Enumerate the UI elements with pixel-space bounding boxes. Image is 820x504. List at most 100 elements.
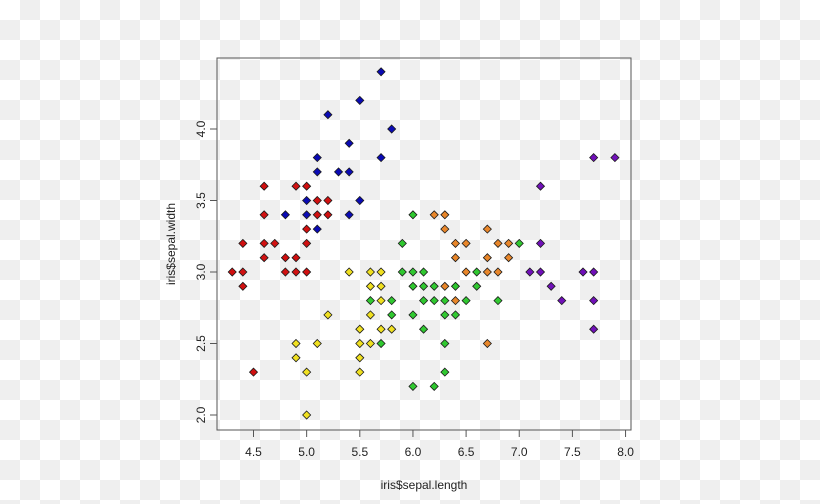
x-tick-label: 7.0 [511,445,528,459]
data-point-green [440,367,450,377]
data-point-orange [504,253,514,263]
data-point-yellow [291,353,301,363]
data-point-red [248,367,259,377]
data-point-green [440,296,450,306]
data-point-orange [461,267,471,277]
x-tick-label: 4.5 [245,445,262,459]
data-point-blue [376,67,386,77]
data-point-orange [482,338,492,349]
data-point-green [440,310,450,320]
data-point-red [302,224,312,234]
data-point-yellow [355,367,365,377]
data-point-green [419,267,429,277]
data-point-green [387,296,397,306]
y-tick-label: 2.5 [194,335,208,352]
data-point-green [397,238,407,248]
data-point-red [280,267,290,277]
data-point-yellow [387,324,397,334]
data-point-orange [504,238,514,248]
data-point-red [238,238,248,248]
data-point-yellow [376,296,386,306]
data-point-red [312,195,322,206]
data-point-blue [312,153,322,163]
data-point-red [323,195,333,206]
data-point-red [302,181,312,191]
data-point-purple [525,267,535,277]
data-point-blue [302,210,312,220]
data-point-yellow [355,338,365,349]
data-point-green [440,338,450,349]
data-point-red [291,181,301,191]
data-point-green [387,310,397,320]
data-point-red [259,238,269,248]
data-point-orange [493,238,503,248]
x-tick-label: 6.0 [405,445,422,459]
y-axis: 2.0 2.5 3.0 3.5 4.0 [194,120,218,423]
data-point-yellow [376,324,386,334]
data-point-green [408,310,418,320]
data-point-green [450,281,461,291]
data-point-blue [312,224,322,234]
data-point-green [408,267,418,277]
data-point-red [312,210,322,220]
data-point-orange [450,238,461,248]
data-point-red [302,238,312,248]
data-point-yellow [355,324,365,334]
data-point-orange [482,253,492,263]
data-point-purple [557,296,567,306]
data-point-green [450,310,461,320]
data-point-blue [355,195,365,206]
data-point-blue [376,153,386,163]
data-point-red [291,267,301,277]
data-point-blue [387,124,397,134]
data-point-purple [589,324,599,334]
data-point-green [365,296,375,306]
data-point-yellow [355,353,365,363]
y-tick-label: 3.5 [194,192,208,209]
data-point-blue [344,167,354,177]
data-point-orange [450,253,461,263]
data-point-blue [280,210,290,220]
data-point-purple [589,296,599,306]
data-point-yellow [365,281,375,291]
data-point-purple [535,267,546,277]
data-point-blue [323,110,333,120]
data-point-yellow [365,338,375,349]
data-point-yellow [291,338,301,349]
data-point-orange [440,224,450,234]
data-point-orange [440,210,450,220]
data-point-green [376,338,386,349]
data-point-blue [355,95,365,105]
data-point-green [408,210,418,220]
data-point-red [259,210,269,220]
data-point-green [472,267,482,277]
data-point-orange [493,267,503,277]
data-point-yellow [323,310,333,320]
data-point-green [514,238,524,248]
y-tick-label: 2.0 [194,406,208,423]
data-point-green [408,281,418,291]
data-point-blue [312,167,322,177]
data-point-red [259,253,269,263]
data-point-yellow [302,410,312,420]
y-tick-label: 4.0 [194,120,208,137]
data-point-yellow [344,267,354,277]
data-point-green [419,296,429,306]
data-point-purple [535,181,546,191]
data-point-green [461,296,471,306]
data-point-yellow [365,267,375,277]
data-point-red [302,267,312,277]
x-axis: 4.5 5.0 5.5 6.0 6.5 7.0 7.5 8.0 [245,429,634,459]
data-point-orange [450,296,461,306]
data-point-green [429,381,439,391]
data-point-yellow [365,310,375,320]
data-point-purple [578,267,588,277]
data-point-purple [546,281,556,291]
x-tick-label: 6.5 [458,445,475,459]
data-point-blue [333,167,344,177]
data-point-orange [461,238,471,248]
x-tick-label: 5.0 [298,445,315,459]
data-point-red [238,281,248,291]
data-point-red [238,267,248,277]
